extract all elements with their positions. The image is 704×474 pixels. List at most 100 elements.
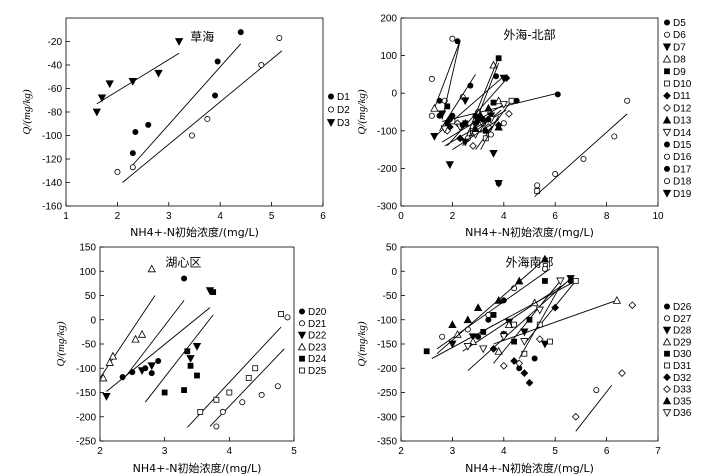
data-point [490,99,497,106]
data-point [618,369,626,377]
data-point [97,94,107,103]
legend-label: D32 [673,373,692,384]
series-D17 [441,38,500,127]
legend-label: D26 [673,302,692,313]
legend-label: D27 [673,314,692,325]
fit-line [462,282,566,352]
legend-marker [664,153,671,160]
y-tick-label: -350 [377,437,397,448]
legend-label: D13 [673,116,692,127]
x-tick-label: 5 [269,211,275,222]
data-point [108,351,118,360]
fit-line [122,50,283,183]
series-D18 [534,97,631,197]
chart-panel-4: 2 3 4 5 6 7 -350 -300 -250 -200 -150 -100 -50 0 50 外海南部… [356,243,692,474]
data-point [515,359,524,368]
data-point [461,138,470,147]
legend-marker [662,396,672,405]
legend-marker [664,178,671,185]
series-D24 [144,289,217,403]
series-D20 [119,275,188,381]
data-point [472,120,479,127]
legend-label: D3 [337,118,350,129]
series-D22 [102,287,215,401]
data-point [468,337,478,345]
plot-frame [400,246,659,442]
x-tick-label: 7 [655,446,661,457]
data-point [571,412,580,421]
x-axis-label: NH4+-N初始浓度/(mg/L) [465,461,594,474]
data-point [147,264,156,273]
fit-line [493,299,618,345]
legend-marker [327,106,334,113]
data-point [105,358,114,366]
fit-line [462,57,500,147]
data-point [192,343,202,351]
x-tick-label: 5 [552,446,558,457]
fit-line [106,307,211,392]
series-D36 [463,277,613,432]
legend-label: D8 [673,55,686,66]
data-point [475,333,482,340]
series-D26 [462,277,574,372]
data-point [572,278,579,284]
legend-label: D5 [673,18,686,29]
data-point [513,97,520,104]
y-tick-label: -300 [377,412,397,423]
data-point [174,38,184,46]
data-point [128,78,137,86]
y-tick-label: -200 [377,164,397,175]
fit-line [441,40,461,120]
data-point [212,92,219,99]
fit-line [534,113,628,197]
x-tick-label: 4 [217,211,223,222]
fit-line [132,43,242,166]
data-point [484,103,493,112]
fit-line [433,40,461,109]
data-point [213,423,220,430]
data-point [469,141,477,150]
data-point [489,344,498,353]
x-tick-label: 0 [398,211,404,222]
data-point [237,29,244,36]
data-point [485,316,492,323]
y-tick-label: -120 [42,155,62,166]
data-point [430,133,439,141]
series-D19 [437,110,503,188]
data-point [155,357,162,364]
legend-marker [664,315,671,322]
data-point [499,333,508,342]
legend-marker [297,342,307,351]
y-tick-label: -160 [42,202,62,213]
x-tick-label: 4 [501,446,507,457]
data-point [463,315,472,324]
plot-frame [65,17,324,207]
data-point [556,277,565,286]
x-tick-label: 5 [291,446,297,457]
data-point [508,97,515,104]
data-point [105,80,114,89]
data-point [274,383,281,390]
legend-marker [664,362,670,369]
legend-marker [663,104,671,112]
data-point [515,276,524,285]
y-tick-label: -80 [48,108,63,119]
y-tick-label: 50 [386,243,398,254]
legend-label: D36 [673,408,692,419]
legend-label: D12 [673,103,692,114]
data-point [197,408,204,415]
series-D21 [209,314,291,430]
legend-marker [327,93,334,100]
legend-label: D23 [308,342,327,353]
series-D29 [453,296,622,355]
data-point [137,367,147,376]
legend-marker [664,68,670,75]
data-point [485,116,492,123]
legend-marker [664,19,671,26]
data-point [145,121,152,128]
x-tick-label: 10 [652,211,664,222]
data-point [464,326,471,333]
x-axis-label: NH4+-N初始浓度/(mg/L) [465,225,594,239]
legend-marker [664,141,671,148]
series-D28 [448,275,575,372]
